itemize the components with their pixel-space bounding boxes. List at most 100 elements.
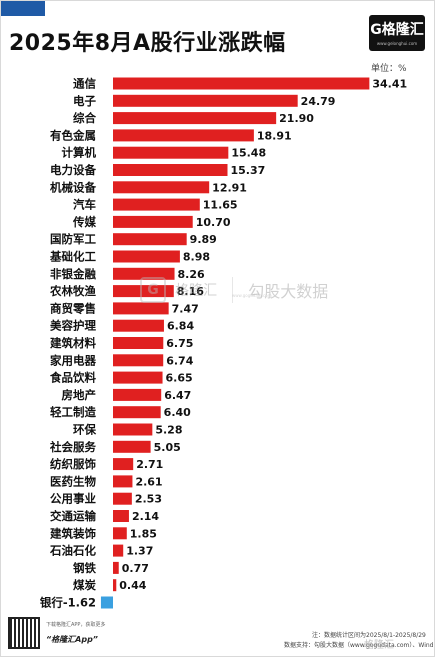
bar-0 <box>113 77 370 90</box>
qr-code[interactable] <box>8 617 40 649</box>
value-label-1: 24.79 <box>301 95 336 108</box>
bar-10 <box>113 250 180 263</box>
bar-23 <box>113 475 133 488</box>
bar-3 <box>113 129 254 142</box>
bar-14 <box>113 319 164 332</box>
bar-30 <box>100 596 113 609</box>
value-label-13: 7.47 <box>172 302 199 315</box>
unit-label: 单位：% <box>371 64 407 74</box>
value-label-8: 10.70 <box>196 216 231 229</box>
watermark-divider <box>232 277 234 303</box>
category-label-12: 农林牧渔 <box>49 284 96 298</box>
value-label-26: 1.85 <box>130 527 157 540</box>
value-label-20: 5.28 <box>155 424 182 437</box>
category-label-23: 医药生物 <box>50 474 96 488</box>
bar-26 <box>113 527 127 540</box>
category-label-3: 有色金属 <box>50 128 96 142</box>
bar-24 <box>113 492 132 505</box>
category-label-29: 煤炭 <box>73 578 96 592</box>
value-label-14: 6.84 <box>167 320 194 333</box>
category-label-2: 综合 <box>73 111 96 125</box>
bar-8 <box>113 215 193 228</box>
category-label-24: 公用事业 <box>50 492 96 506</box>
category-label-30: 银行-1.62 <box>40 596 96 610</box>
bar-9 <box>113 233 187 246</box>
category-label-27: 石油石化 <box>49 544 96 558</box>
category-label-7: 汽车 <box>73 198 96 212</box>
bar-27 <box>113 544 124 557</box>
value-label-10: 8.98 <box>183 251 210 264</box>
category-label-17: 食品饮料 <box>50 371 96 385</box>
value-label-27: 1.37 <box>126 545 153 558</box>
bar-19 <box>113 406 161 419</box>
bar-4 <box>113 146 229 159</box>
category-label-10: 基础化工 <box>49 250 96 264</box>
value-label-16: 6.74 <box>166 354 193 367</box>
bar-22 <box>113 458 134 471</box>
top-accent-bar <box>1 1 45 16</box>
watermark-brand: 格隆汇 <box>175 283 218 299</box>
page-title: 2025年8月A股行业涨跌幅 <box>9 31 286 56</box>
bar-25 <box>113 510 129 522</box>
value-label-9: 9.89 <box>190 233 217 246</box>
bar-18 <box>113 388 162 401</box>
category-label-19: 轻工制造 <box>50 405 96 419</box>
gelonghui-logo: G格隆汇 www.gelonghui.com <box>369 15 425 51</box>
category-label-18: 房地产 <box>62 388 97 402</box>
value-label-17: 6.65 <box>166 372 193 385</box>
value-label-29: 0.44 <box>119 579 146 592</box>
category-label-5: 电力设备 <box>50 163 96 177</box>
bar-11 <box>113 267 175 280</box>
value-label-4: 15.48 <box>231 147 266 160</box>
bar-13 <box>113 302 169 315</box>
category-label-16: 家用电器 <box>50 353 96 367</box>
category-label-21: 社会服务 <box>49 440 96 454</box>
bar-29 <box>113 579 117 592</box>
value-label-15: 6.75 <box>166 337 193 350</box>
bar-1 <box>113 94 298 107</box>
value-label-6: 12.91 <box>212 181 247 194</box>
watermark-text: 勾股大数据 <box>248 282 329 301</box>
category-label-0: 通信 <box>73 77 96 91</box>
category-label-13: 商贸零售 <box>50 301 96 315</box>
value-label-22: 2.71 <box>136 458 163 471</box>
watermark-url: www.gogudata.com <box>232 293 272 298</box>
category-label-25: 交通运输 <box>50 509 96 523</box>
category-label-6: 机械设备 <box>50 180 96 194</box>
bar-16 <box>113 354 164 367</box>
value-label-2: 21.90 <box>279 112 314 125</box>
watermark-logo-icon: G <box>140 277 166 303</box>
value-label-21: 5.05 <box>154 441 181 454</box>
category-label-15: 建筑材料 <box>50 336 96 350</box>
bar-12 <box>113 285 174 298</box>
value-label-24: 2.53 <box>135 493 162 506</box>
bar-28 <box>113 561 119 574</box>
logo-url: www.gelonghui.com <box>376 41 418 46</box>
bar-7 <box>113 198 200 211</box>
watermark: G 格隆汇 勾股大数据 <box>140 277 328 303</box>
category-label-26: 建筑装饰 <box>50 526 96 540</box>
category-label-9: 国防军工 <box>50 232 96 246</box>
value-label-18: 6.47 <box>164 389 191 402</box>
value-label-7: 11.65 <box>203 199 238 212</box>
value-label-19: 6.40 <box>164 406 191 419</box>
category-label-11: 非银金融 <box>50 267 96 281</box>
bar-6 <box>113 181 210 194</box>
value-label-25: 2.14 <box>132 510 159 523</box>
value-label-28: 0.77 <box>122 562 149 575</box>
value-label-12: 8.16 <box>177 285 204 298</box>
logo-text: G格隆汇 <box>370 22 424 38</box>
category-label-8: 传媒 <box>72 215 96 229</box>
value-label-23: 2.61 <box>135 475 162 488</box>
corner-watermark: 格隆汇 <box>364 640 394 651</box>
category-label-28: 钢铁 <box>73 561 96 575</box>
qr-note: 下载格隆汇APP，获取更多 <box>46 622 106 628</box>
bar-5 <box>113 164 228 176</box>
value-label-5: 15.37 <box>231 164 266 177</box>
bar-20 <box>113 423 153 436</box>
category-label-20: 环保 <box>73 423 96 437</box>
value-label-0: 34.41 <box>372 78 407 91</box>
value-label-3: 18.91 <box>257 129 292 142</box>
